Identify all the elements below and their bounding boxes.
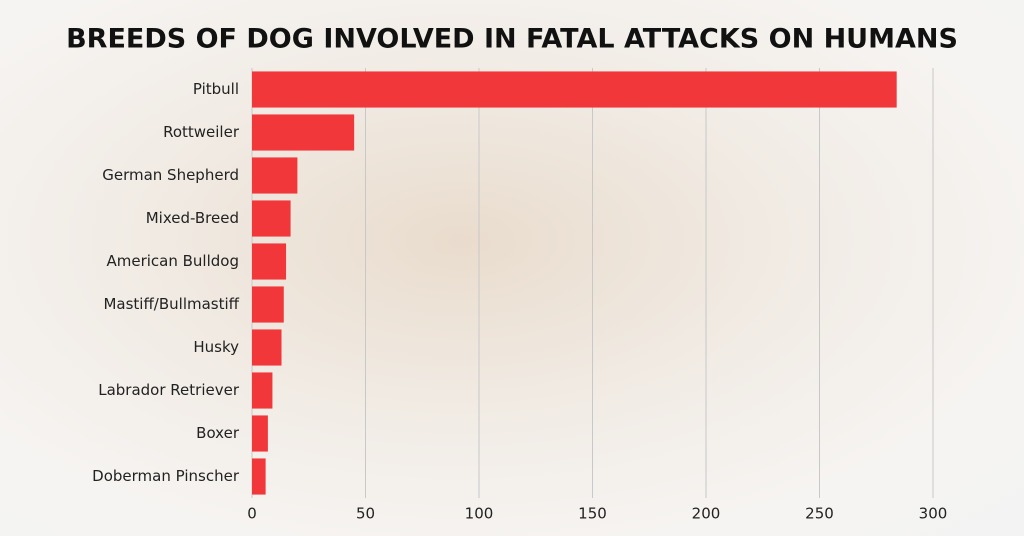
bar xyxy=(252,243,287,280)
bar xyxy=(252,114,355,151)
bar xyxy=(252,286,284,323)
bar xyxy=(252,372,273,409)
bar xyxy=(252,458,266,495)
y-tick-label: German Shepherd xyxy=(102,166,239,184)
x-tick-label: 150 xyxy=(578,505,607,523)
y-tick-label: Labrador Retriever xyxy=(98,381,240,399)
x-tick-label: 300 xyxy=(919,505,948,523)
x-tick-label: 0 xyxy=(247,505,257,523)
x-tick-label: 100 xyxy=(465,505,494,523)
bar xyxy=(252,157,298,194)
y-tick-label: Pitbull xyxy=(193,80,239,98)
x-tick-label: 50 xyxy=(356,505,375,523)
bar xyxy=(252,329,282,366)
x-tick-label: 250 xyxy=(805,505,834,523)
bar xyxy=(252,200,291,237)
bar xyxy=(252,415,268,452)
bar xyxy=(252,71,897,108)
y-tick-label: American Bulldog xyxy=(106,252,239,270)
y-tick-label: Husky xyxy=(193,338,239,356)
x-tick-label: 200 xyxy=(692,505,721,523)
y-tick-label: Doberman Pinscher xyxy=(92,467,240,485)
y-tick-label: Mixed-Breed xyxy=(146,209,239,227)
y-tick-label: Boxer xyxy=(196,424,240,442)
chart-title: BREEDS OF DOG INVOLVED IN FATAL ATTACKS … xyxy=(66,24,958,55)
y-tick-label: Rottweiler xyxy=(163,123,240,141)
y-tick-label: Mastiff/Bullmastiff xyxy=(103,295,239,313)
